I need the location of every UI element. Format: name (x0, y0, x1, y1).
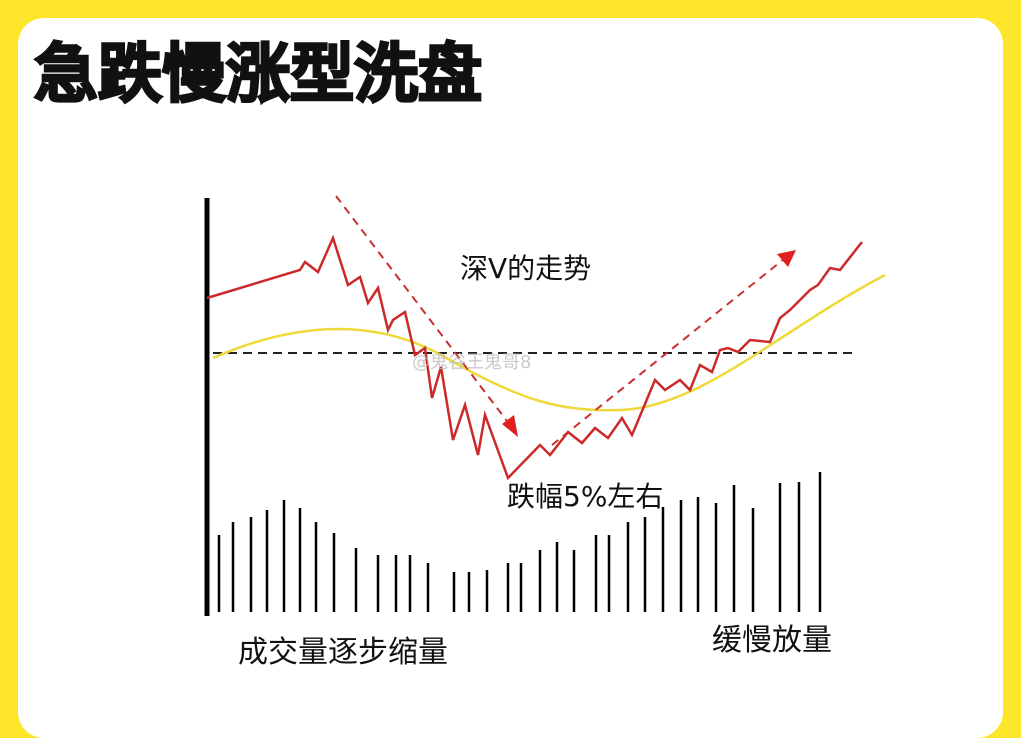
moving-average (212, 273, 886, 412)
title: 急跌慢涨型洗盘 (34, 38, 482, 112)
arrow-head (777, 250, 796, 267)
price-line (206, 234, 863, 481)
arrow-head (502, 415, 518, 437)
trend-arrow (335, 195, 511, 426)
volume-shrink-label: 成交量逐步缩量 (238, 635, 448, 670)
drop-label: 跌幅5%左右 (507, 480, 663, 513)
volume-grow-label: 缓慢放量 (712, 623, 832, 658)
page: 急跌慢涨型洗盘 深V的走势 跌幅5%左右 成交量逐步缩量 缓慢放量 @鬼谷王鬼哥… (18, 18, 1003, 738)
watermark: @鬼谷王鬼哥8 (412, 352, 531, 373)
trend-arrow (551, 258, 785, 446)
volume-bars (217, 472, 822, 612)
trend-label: 深V的走势 (460, 252, 591, 285)
diagram: 急跌慢涨型洗盘 深V的走势 跌幅5%左右 成交量逐步缩量 缓慢放量 @鬼谷王鬼哥… (33, 37, 886, 670)
panel (18, 18, 1003, 738)
